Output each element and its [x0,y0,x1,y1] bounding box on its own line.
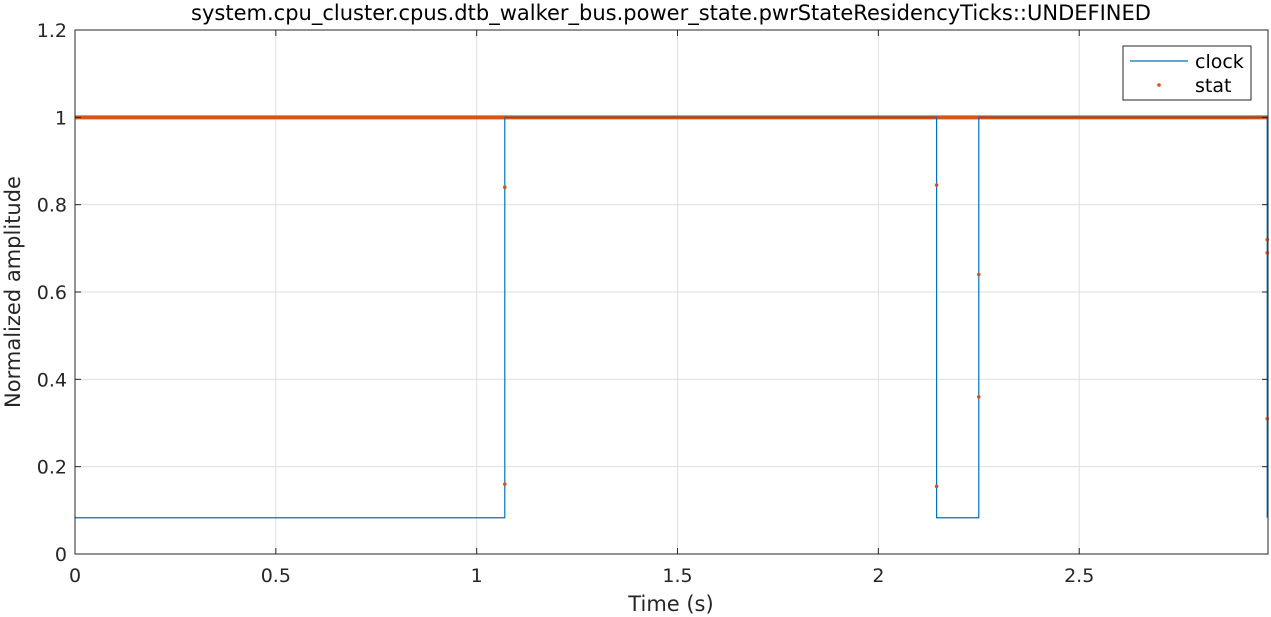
stat-point [934,484,939,489]
y-tick-label: 0 [55,544,67,566]
x-tick-label: 0 [69,565,81,587]
legend: clock stat [1122,45,1252,101]
stat-point [934,183,939,187]
clock-series-line [75,116,1268,519]
y-axis-title: Normalized amplitude [1,176,25,408]
legend-box [1122,45,1252,101]
axis-ticks [74,29,1268,555]
legend-stat-label: stat [1195,75,1231,97]
x-tick-label: 1 [471,565,483,587]
tick-labels: 0 0.5 1 1.5 2 2.5 0 0.2 0.4 0.6 0.8 1 1.2 [37,20,1095,587]
x-tick-label: 2.5 [1064,565,1094,587]
stat-point [976,272,981,277]
y-tick-label: 0.6 [37,282,67,304]
stat-point [503,482,507,486]
x-axis-title: Time (s) [627,592,713,616]
chart-title: system.cpu_cluster.cpus.dtb_walker_bus.p… [191,1,1151,26]
y-tick-label: 1.2 [37,20,67,42]
stat-point [976,395,981,399]
y-tick-label: 0.4 [37,369,67,391]
legend-stat-swatch [1157,83,1161,87]
stat-point [503,185,507,189]
legend-clock-label: clock [1195,51,1244,73]
y-tick-label: 0.8 [37,195,67,217]
x-tick-label: 1.5 [662,565,692,587]
y-tick-label: 1 [55,107,67,129]
y-tick-label: 0.2 [37,457,67,479]
x-tick-label: 2 [872,565,884,587]
x-tick-label: 0.5 [261,565,291,587]
